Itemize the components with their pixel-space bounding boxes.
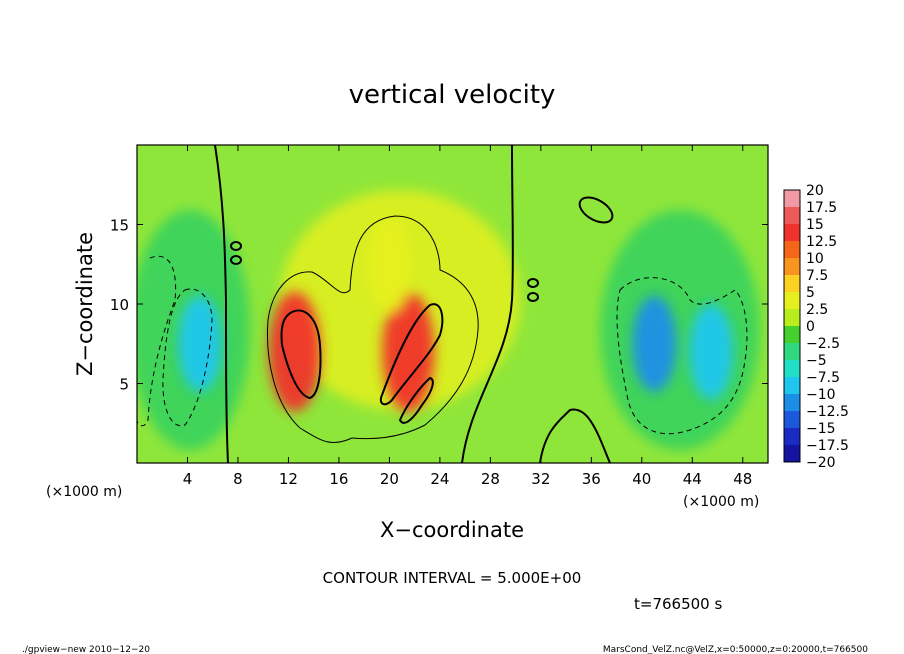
colorbar: 2017.51512.5107.552.50−2.5−5−7.5−10−12.5… <box>783 183 849 471</box>
colorbar-swatch-5 <box>784 275 800 292</box>
colorbar-label-1: 17.5 <box>806 200 837 216</box>
x-tick-label-3: 16 <box>329 470 348 488</box>
field-band-right <box>600 210 760 450</box>
colorbar-frame <box>783 189 801 463</box>
colorbar-label-4: 10 <box>806 251 824 267</box>
colorbar-label-13: −12.5 <box>806 404 849 420</box>
x-unit-right: (×1000 m) <box>683 494 759 510</box>
time-label: t=766500 s <box>634 595 722 613</box>
colorbar-swatch-4 <box>784 258 800 275</box>
x-tick-label-6: 28 <box>481 470 500 488</box>
contour-neg-left-outer <box>137 255 177 427</box>
colorbar-swatch-15 <box>784 445 800 462</box>
field-cell-3 <box>367 216 412 313</box>
colorbar-label-11: −7.5 <box>806 370 840 386</box>
x-axis: 4 8 12 16 20 24 28 32 36 40 44 48 <box>183 145 752 488</box>
colorbar-swatch-3 <box>784 241 800 258</box>
colorbar-swatch-12 <box>784 394 800 411</box>
plot-area <box>137 145 768 463</box>
x-tick-label-11: 48 <box>733 470 752 488</box>
colorbar-swatch-9 <box>784 343 800 360</box>
y-axis-label: Z−coordinate <box>73 232 97 376</box>
colorbar-swatch-0 <box>784 190 800 207</box>
x-tick-label-1: 8 <box>233 470 243 488</box>
x-tick-label-5: 24 <box>430 470 449 488</box>
y-axis: 5 10 15 <box>110 217 768 394</box>
contour-5-outer <box>267 215 479 443</box>
contour-lines <box>137 145 748 463</box>
field-cell-4 <box>632 295 677 392</box>
colorbar-label-16: −20 <box>806 455 836 471</box>
colorbar-swatch-11 <box>784 377 800 394</box>
colorbar-label-2: 15 <box>806 217 824 233</box>
contour-small-b <box>230 255 242 265</box>
x-tick-label-8: 36 <box>582 470 601 488</box>
contour-10-right <box>379 303 444 406</box>
chart-title: vertical velocity <box>349 80 556 110</box>
colorbar-label-7: 2.5 <box>806 302 828 318</box>
contour-small-d <box>527 292 539 302</box>
colorbar-label-15: −17.5 <box>806 438 849 454</box>
contour-small-c <box>527 278 539 288</box>
colorbar-label-6: 5 <box>806 285 815 301</box>
field-cell-2 <box>382 291 435 412</box>
colorbar-swatch-14 <box>784 428 800 445</box>
colorbar-swatch-10 <box>784 360 800 377</box>
contour-neg-left <box>162 288 213 427</box>
field-cell-5 <box>689 303 734 400</box>
footer-right: MarsCond_VelZ.nc@VelZ,x=0:50000,z=0:2000… <box>603 645 868 654</box>
y-tick-label-2: 15 <box>110 217 129 235</box>
colorbar-label-5: 7.5 <box>806 268 828 284</box>
y-tick-label-1: 10 <box>110 296 129 314</box>
colorbar-swatch-13 <box>784 411 800 428</box>
contour-10-small <box>398 376 434 424</box>
colorbar-label-12: −10 <box>806 387 836 403</box>
contour-interval: CONTOUR INTERVAL = 5.000E+00 <box>323 569 582 587</box>
x-tick-label-10: 44 <box>683 470 702 488</box>
contour-zero-mid <box>539 408 611 463</box>
contour-neg-right <box>616 277 748 435</box>
colorbar-label-10: −5 <box>806 353 827 369</box>
colorbar-label-0: 20 <box>806 183 824 199</box>
x-axis-label: X−coordinate <box>380 518 524 542</box>
colorbar-label-9: −2.5 <box>806 336 840 352</box>
contour-zero-right <box>461 145 514 463</box>
x-tick-label-7: 32 <box>531 470 550 488</box>
contour-zero-left <box>214 145 229 463</box>
contour-small-a <box>230 241 242 251</box>
field-cell-0 <box>178 295 223 392</box>
field-cell-1 <box>268 291 321 412</box>
colorbar-swatch-6 <box>784 292 800 309</box>
colorbar-swatch-7 <box>784 309 800 326</box>
footer-left: ./gpview−new 2010−12−20 <box>22 645 150 654</box>
x-unit-left: (×1000 m) <box>46 484 122 500</box>
colorbar-swatch-2 <box>784 224 800 241</box>
contour-10-left <box>280 309 322 400</box>
colorbar-label-8: 0 <box>806 319 815 335</box>
y-tick-label-0: 5 <box>119 376 129 394</box>
colorbar-label-3: 12.5 <box>806 234 837 250</box>
x-tick-label-9: 40 <box>632 470 651 488</box>
x-tick-label-2: 12 <box>279 470 298 488</box>
colorbar-swatch-1 <box>784 207 800 224</box>
colorbar-label-14: −15 <box>806 421 836 437</box>
colorbar-swatch-8 <box>784 326 800 343</box>
cells-layer <box>178 216 734 412</box>
contour-small-upper <box>578 196 614 224</box>
x-tick-label-0: 4 <box>183 470 193 488</box>
x-tick-label-4: 20 <box>380 470 399 488</box>
